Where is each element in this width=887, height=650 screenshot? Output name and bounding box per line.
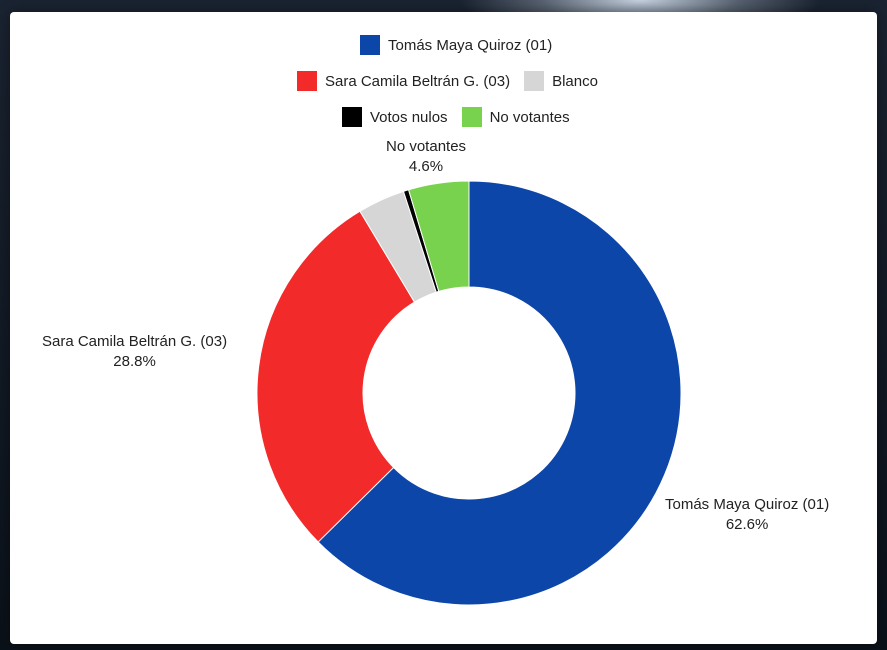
donut-slice-sara-camila-beltr-n-g-03 xyxy=(256,210,416,543)
legend-swatch-nulos xyxy=(342,107,362,127)
donut-slice-no-votantes xyxy=(407,180,470,293)
legend-swatch-novotantes xyxy=(461,107,482,127)
legend-item-novotantes: No votantes xyxy=(461,107,570,127)
legend-swatch-tomas xyxy=(360,35,380,55)
donut-slice-tom-s-maya-quiroz-01 xyxy=(317,180,682,606)
slice-label-tomas-value: 62.6% xyxy=(725,516,769,533)
slice-label-novotantes-value: 4.6% xyxy=(408,158,444,175)
legend-label-blanco: Blanco xyxy=(552,72,598,90)
legend-label-sara: Sara Camila Beltrán G. (03) xyxy=(325,72,511,90)
slice-label-sara: Sara Camila Beltrán G. (03) 28.8% xyxy=(42,332,227,372)
legend-label-nulos: Votos nulos xyxy=(370,108,448,126)
chart-card: Tomás Maya Quiroz (01) Sara Camila Beltr… xyxy=(10,12,877,644)
legend-swatch-blanco xyxy=(524,71,545,91)
legend-item-blanco: Blanco xyxy=(524,71,598,91)
legend-row-3: Votos nulos No votantes xyxy=(342,107,570,127)
slice-label-novotantes-name: No votantes xyxy=(386,138,467,155)
legend-row-1: Tomás Maya Quiroz (01) xyxy=(360,35,552,55)
legend-label-tomas: Tomás Maya Quiroz (01) xyxy=(388,36,553,54)
slice-label-tomas-name: Tomás Maya Quiroz (01) xyxy=(665,496,830,513)
legend-item-tomas: Tomás Maya Quiroz (01) xyxy=(360,35,552,55)
legend-label-novotantes: No votantes xyxy=(489,108,570,126)
donut-chart xyxy=(256,180,682,606)
slice-label-tomas: Tomás Maya Quiroz (01) 62.6% xyxy=(665,495,829,535)
legend-swatch-sara xyxy=(297,71,317,91)
legend-row-2: Sara Camila Beltrán G. (03) Blanco xyxy=(297,71,598,91)
slice-label-sara-value: 28.8% xyxy=(113,353,156,370)
slice-label-sara-name: Sara Camila Beltrán G. (03) xyxy=(42,333,228,350)
legend-item-nulos: Votos nulos xyxy=(342,107,448,127)
legend-item-sara: Sara Camila Beltrán G. (03) xyxy=(297,71,510,91)
slice-label-novotantes: No votantes 4.6% xyxy=(386,137,466,177)
